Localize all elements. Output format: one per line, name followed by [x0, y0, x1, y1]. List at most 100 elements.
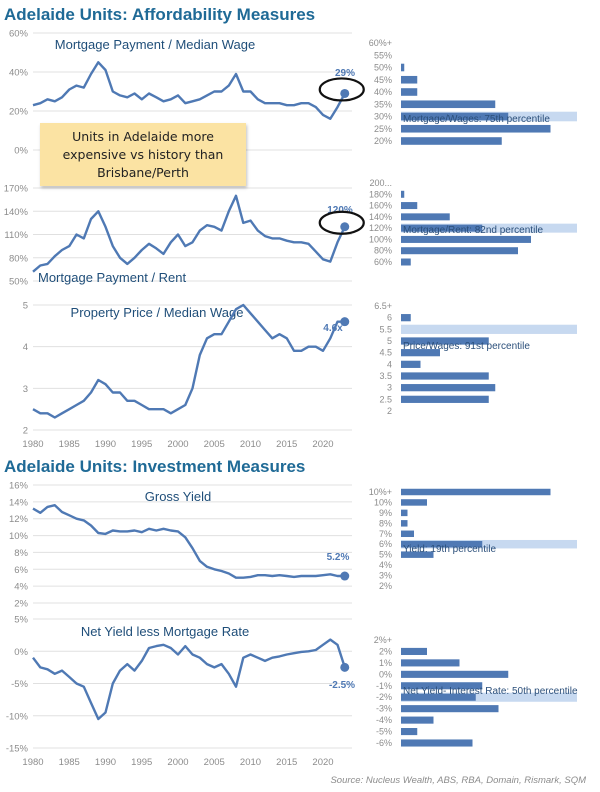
histogram-bar — [401, 705, 499, 713]
series-line-0 — [32, 61, 346, 121]
y-tick-label: 3 — [23, 384, 28, 395]
histogram-bar — [401, 520, 408, 527]
histogram-bar — [401, 647, 427, 655]
panel-title: Mortgage Payment / Rent — [38, 270, 187, 285]
histogram-bar — [401, 213, 450, 221]
y-tick-label: 14% — [9, 497, 29, 508]
series-line-4 — [32, 638, 346, 721]
y-tick-label: 8% — [14, 548, 28, 559]
percentile-label: Mortgage/Wages: 75th percentile — [403, 114, 550, 125]
x-tick-label: 1995 — [131, 757, 152, 768]
histogram-tick-label: 45% — [374, 75, 392, 85]
histogram-tick-label: 5.5 — [379, 324, 392, 334]
end-value-label: 4.6x — [323, 323, 343, 334]
y-tick-label: 2% — [14, 599, 28, 610]
histogram-tick-label: 30% — [374, 112, 392, 122]
histogram-bar — [401, 314, 411, 322]
x-tick-label: 2020 — [312, 757, 333, 768]
panel-title: Mortgage Payment / Median Wage — [55, 37, 255, 52]
y-tick-label: 40% — [9, 68, 29, 79]
x-tick-label: 1990 — [95, 439, 116, 450]
x-tick-label: 2010 — [240, 757, 261, 768]
histogram-tick-label: 4.5 — [379, 348, 392, 358]
percentile-highlight — [401, 692, 577, 702]
end-marker — [340, 222, 350, 232]
histogram-bar — [401, 235, 531, 243]
y-tick-label: 0% — [14, 146, 28, 157]
panel-title: Property Price / Median Wage — [71, 305, 244, 320]
y-tick-label: 6% — [14, 565, 28, 576]
histogram-bar — [401, 551, 434, 558]
x-tick-label: 1985 — [59, 439, 80, 450]
section-heading-affordability: Adelaide Units: Affordability Measures — [4, 5, 315, 24]
histogram-bar — [401, 63, 405, 72]
percentile-label: Mortgage/Rent: 82nd percentile — [403, 225, 544, 236]
histogram-tick-label: 3.5 — [379, 371, 392, 381]
histogram-tick-label: 200... — [369, 178, 392, 188]
x-tick-label: 2020 — [312, 439, 333, 450]
y-tick-label: 140% — [4, 207, 29, 218]
x-tick-label: 2010 — [240, 439, 261, 450]
histogram-bar — [401, 499, 427, 506]
histogram-bar — [401, 372, 489, 380]
histogram-bar — [401, 88, 418, 96]
y-tick-label: -5% — [11, 679, 28, 690]
end-value-label: 5.2% — [327, 552, 350, 563]
histogram-tick-label: 140% — [369, 212, 392, 222]
histogram-tick-label: 20% — [374, 136, 392, 146]
x-tick-label: 1985 — [59, 757, 80, 768]
histogram-bar — [401, 190, 405, 198]
histogram-bar — [401, 337, 489, 345]
histogram-tick-label: 6.5+ — [374, 301, 392, 311]
panel-title: Gross Yield — [145, 489, 211, 504]
series-line-3 — [32, 504, 345, 579]
histogram-tick-label: 4 — [387, 359, 392, 369]
x-tick-label: 2005 — [204, 439, 225, 450]
histogram-bar — [401, 360, 421, 368]
histogram-tick-label: 9% — [379, 508, 392, 518]
histogram-tick-label: 2% — [379, 581, 392, 591]
histogram-tick-label: 2.5 — [379, 394, 392, 404]
histogram-tick-label: 6% — [379, 539, 392, 549]
y-tick-label: -15% — [6, 744, 29, 755]
percentile-label: Yield: 19th percentile — [403, 544, 496, 555]
histogram-tick-label: 4% — [379, 560, 392, 570]
end-value-label: 120% — [327, 205, 353, 216]
histogram-tick-label: 5% — [379, 550, 392, 560]
y-tick-label: 5% — [14, 615, 28, 626]
y-tick-label: 50% — [9, 277, 29, 288]
histogram-bar — [401, 716, 434, 724]
y-tick-label: 12% — [9, 514, 29, 525]
histogram-bar — [401, 100, 496, 109]
x-tick-label: 2000 — [167, 757, 188, 768]
histogram-bar — [401, 75, 418, 84]
y-tick-label: 80% — [9, 253, 29, 264]
histogram-tick-label: -2% — [376, 692, 392, 702]
x-tick-label: 1980 — [22, 757, 43, 768]
x-tick-label: 1980 — [22, 439, 43, 450]
y-tick-label: 2 — [23, 426, 28, 437]
histogram-bar — [401, 224, 483, 232]
histogram-tick-label: 10% — [374, 497, 392, 507]
highlight-circle — [318, 77, 365, 102]
x-tick-label: 1995 — [131, 439, 152, 450]
histogram-bar — [401, 530, 414, 538]
histogram-bar — [401, 693, 476, 701]
percentile-highlight — [401, 324, 577, 334]
histogram-tick-label: 120% — [369, 223, 392, 233]
series-line-1 — [32, 194, 346, 273]
y-tick-label: 110% — [4, 230, 28, 241]
histogram-bar — [401, 395, 489, 403]
y-tick-label: 5 — [23, 301, 28, 312]
histogram-bar — [401, 682, 483, 690]
x-tick-label: 1990 — [95, 757, 116, 768]
y-tick-label: -10% — [6, 711, 29, 722]
x-tick-label: 2005 — [204, 757, 225, 768]
histogram-bar — [401, 247, 518, 255]
histogram-bar — [401, 659, 460, 667]
histogram-bar — [401, 540, 483, 548]
end-marker — [340, 571, 350, 581]
highlight-circle — [318, 210, 365, 235]
